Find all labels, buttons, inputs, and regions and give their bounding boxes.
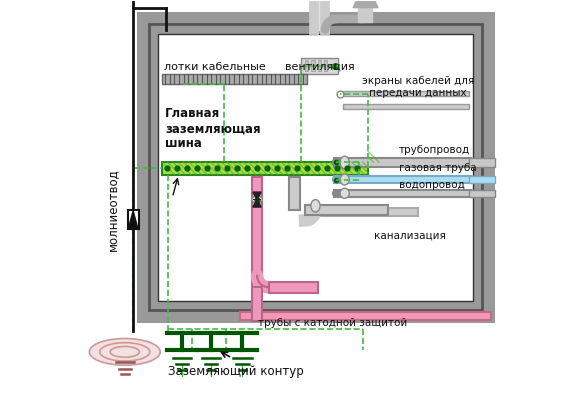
Bar: [318, 208, 418, 216]
Bar: [162, 74, 307, 84]
Text: Заземляющий контур: Заземляющий контур: [168, 365, 304, 378]
Text: экраны кабелей для
передачи данных: экраны кабелей для передачи данных: [362, 76, 474, 98]
Text: водопровод: водопровод: [399, 180, 464, 190]
Bar: [343, 91, 469, 96]
Text: Главная
заземляющая
шина: Главная заземляющая шина: [165, 107, 261, 150]
Bar: [128, 210, 139, 229]
Bar: [252, 177, 263, 287]
Text: вентиляция: вентиляция: [285, 61, 355, 71]
Bar: [289, 177, 300, 210]
Bar: [343, 104, 469, 109]
Bar: [469, 190, 495, 197]
Bar: [162, 162, 367, 175]
Ellipse shape: [332, 176, 340, 183]
Ellipse shape: [340, 156, 349, 169]
Bar: [252, 287, 263, 320]
Bar: [240, 312, 491, 320]
Bar: [469, 158, 495, 167]
Ellipse shape: [311, 200, 320, 212]
Ellipse shape: [332, 158, 340, 167]
Bar: [324, 60, 327, 71]
Bar: [305, 60, 308, 71]
Polygon shape: [314, 1, 325, 30]
Polygon shape: [253, 200, 261, 207]
Polygon shape: [129, 211, 137, 228]
Polygon shape: [253, 192, 261, 199]
Bar: [158, 34, 473, 301]
Text: газовая труба: газовая труба: [399, 163, 477, 173]
Ellipse shape: [100, 343, 150, 361]
Text: трубопровод: трубопровод: [399, 145, 470, 155]
Bar: [334, 176, 471, 183]
Ellipse shape: [90, 339, 160, 365]
Text: трубы с катодной защитой: трубы с катодной защитой: [257, 318, 407, 328]
Bar: [149, 24, 483, 310]
Text: канализация: канализация: [374, 230, 446, 240]
Text: лотки кабельные: лотки кабельные: [164, 62, 266, 72]
Bar: [334, 158, 471, 167]
Bar: [269, 282, 318, 293]
Bar: [469, 176, 495, 183]
Bar: [149, 24, 483, 310]
Ellipse shape: [110, 346, 139, 357]
Text: молниеотвод: молниеотвод: [106, 168, 119, 252]
Bar: [311, 60, 315, 71]
Ellipse shape: [252, 196, 263, 203]
Ellipse shape: [332, 190, 340, 197]
Ellipse shape: [340, 188, 349, 198]
Polygon shape: [359, 8, 372, 22]
Bar: [158, 34, 473, 301]
Bar: [301, 58, 338, 74]
Ellipse shape: [340, 174, 349, 185]
Bar: [253, 199, 261, 200]
Bar: [149, 24, 483, 310]
Bar: [305, 205, 388, 215]
Polygon shape: [353, 0, 378, 8]
Bar: [318, 60, 321, 71]
Bar: [334, 190, 471, 197]
